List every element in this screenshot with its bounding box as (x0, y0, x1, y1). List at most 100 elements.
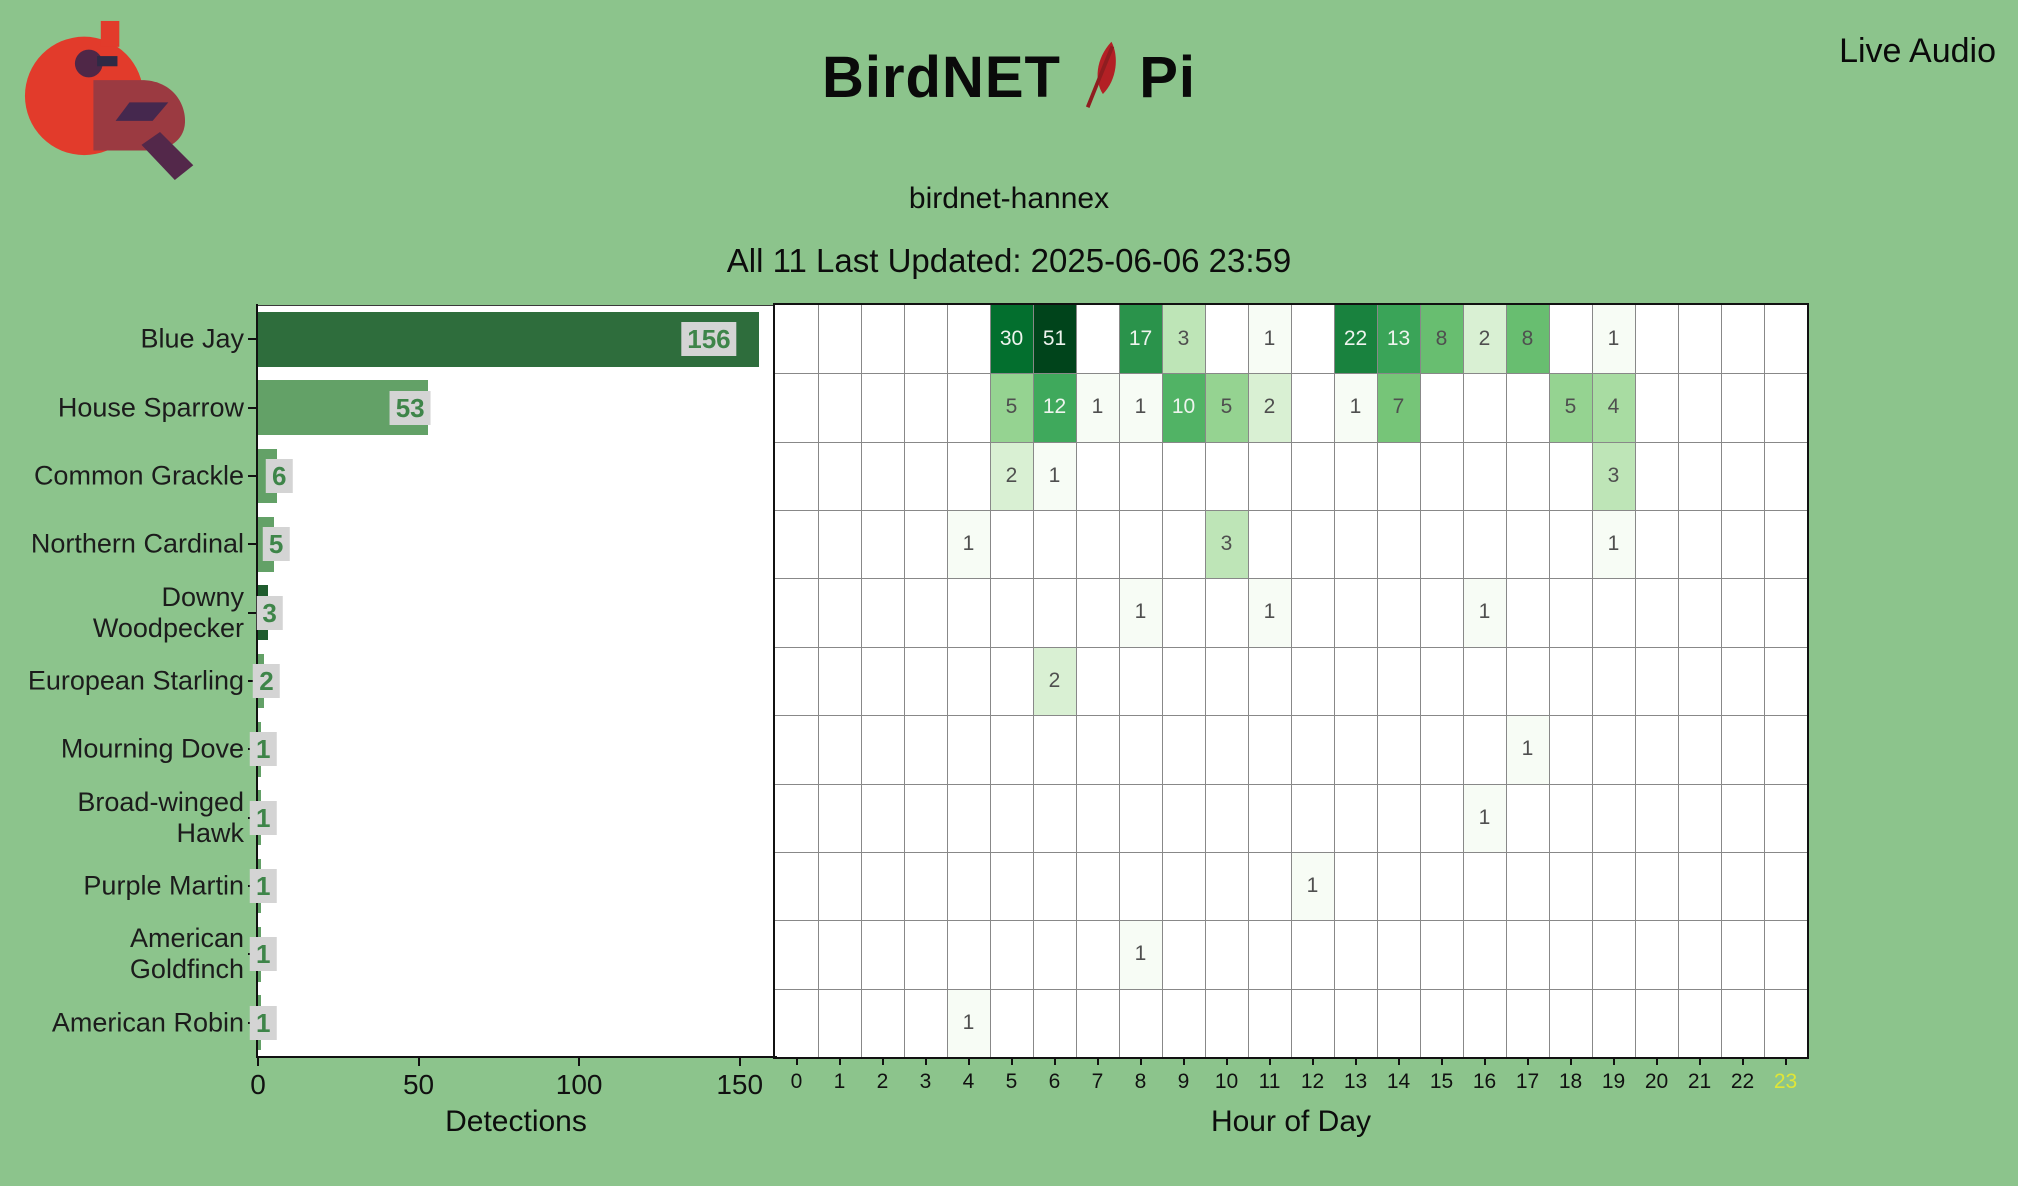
hour-tick-label: 9 (1177, 1070, 1190, 1093)
bar-chart-x-axis-line (256, 1056, 777, 1058)
heatmap-grid-line (1463, 305, 1464, 1057)
heatmap-cell: 1 (1334, 373, 1377, 442)
heatmap-cell: 3 (1162, 305, 1205, 374)
detections-bar (258, 311, 759, 367)
species-axis-label: Downy Woodpecker (92, 581, 244, 643)
hour-tick-label: 13 (1343, 1070, 1368, 1093)
red-feather-icon (1086, 41, 1116, 108)
heatmap-grid-line (1291, 305, 1292, 1057)
bar-value-badge: 5 (262, 527, 290, 562)
heatmap-cell: 12 (1033, 373, 1076, 442)
x-axis-tick (738, 1057, 741, 1066)
heatmap-grid-line (1076, 305, 1077, 1057)
heatmap-cell: 1 (1248, 305, 1291, 374)
heatmap-cell: 1 (1248, 578, 1291, 647)
heatmap-cell: 1 (1592, 510, 1635, 579)
hour-axis-tick (1312, 1057, 1314, 1065)
hour-axis-tick (1398, 1057, 1400, 1065)
title-birdnet: BirdNET (821, 44, 1061, 110)
hour-axis-tick (796, 1057, 798, 1065)
heatmap-cell: 3 (1205, 510, 1248, 579)
heatmap-grid-line (775, 578, 1807, 580)
y-axis-tick (248, 611, 257, 614)
species-axis-label: Northern Cardinal (30, 528, 244, 559)
hour-tick-label: 11 (1258, 1070, 1281, 1093)
heatmap-cell: 1 (1506, 715, 1549, 784)
bar-value-badge: 1 (249, 800, 277, 835)
heatmap-cell: 22 (1334, 305, 1377, 374)
hour-tick-label: 1 (833, 1070, 846, 1093)
heatmap-cell: 1 (1119, 578, 1162, 647)
title-pi: Pi (1139, 44, 1197, 110)
bar-value-badge: 53 (389, 390, 431, 425)
heatmap-grid-line (1420, 305, 1421, 1057)
x-axis-tick (578, 1057, 581, 1066)
species-axis-label: Blue Jay (140, 323, 244, 354)
hour-tick-label: 19 (1601, 1070, 1626, 1093)
hour-tick-label: 6 (1048, 1070, 1061, 1093)
logo-wing (115, 102, 169, 121)
heatmap-grid-line (775, 920, 1807, 922)
bar-value-badge: 3 (256, 595, 283, 630)
hour-tick-label: 17 (1515, 1070, 1540, 1093)
heatmap-cell: 2 (1248, 373, 1291, 442)
heatmap-grid-line (1678, 305, 1679, 1057)
heatmap-xaxis-title: Hour of Day (1210, 1105, 1372, 1138)
bar-value-badge: 1 (249, 1005, 277, 1040)
heatmap-grid-line (818, 305, 819, 1057)
heatmap-cell: 1 (1119, 373, 1162, 442)
heatmap-cell: 5 (1549, 373, 1592, 442)
hour-tick-label: 15 (1429, 1070, 1454, 1093)
bar-value-badge: 1 (249, 937, 277, 972)
heatmap-cell: 17 (1119, 305, 1162, 374)
hour-axis-tick (1011, 1057, 1013, 1065)
hour-axis-tick (1656, 1057, 1658, 1065)
station-name: birdnet-hannex (908, 182, 1110, 215)
hour-axis-tick (1140, 1057, 1142, 1065)
heatmap-cell: 2 (1033, 646, 1076, 716)
heatmap-cell: 10 (1162, 373, 1205, 442)
y-axis-tick (248, 680, 257, 682)
heatmap-grid-line (775, 783, 1807, 785)
logo-tail (141, 131, 194, 181)
heatmap-grid-line (1033, 305, 1034, 1057)
hour-tick-label: 0 (790, 1070, 803, 1093)
y-axis-tick (248, 474, 257, 477)
hour-axis-tick (968, 1057, 970, 1065)
hour-axis-tick (839, 1057, 841, 1065)
heatmap-grid-line (1506, 305, 1507, 1057)
hour-tick-label: 4 (962, 1070, 975, 1093)
x-tick-label: 0 (250, 1069, 266, 1100)
hour-axis-tick (1441, 1057, 1443, 1065)
heatmap-cell: 5 (1205, 373, 1248, 442)
heatmap-grid-line (1592, 305, 1593, 1057)
species-axis-label: Broad-winged Hawk (77, 786, 244, 848)
hour-tick-label: 16 (1472, 1070, 1497, 1093)
heatmap-cell: 1 (1033, 441, 1076, 511)
y-axis-tick (248, 543, 257, 546)
heatmap-grid-line (1334, 305, 1335, 1057)
species-axis-label: American Goldfinch (129, 923, 244, 985)
species-axis-label: Mourning Dove (60, 733, 244, 764)
heatmap-grid-line (775, 715, 1807, 717)
cardinal-logo[interactable] (12, 8, 197, 193)
live-audio-link[interactable]: Live Audio (1839, 32, 1996, 70)
heatmap-cell: 5 (990, 373, 1033, 442)
heatmap-cell: 7 (1377, 373, 1420, 442)
heatmap-grid-line (775, 988, 1807, 990)
heatmap-cell: 2 (1463, 305, 1506, 374)
species-axis-label: Common Grackle (33, 460, 244, 491)
heatmap-cell: 1 (947, 988, 990, 1057)
heatmap-grid-line (1162, 305, 1163, 1057)
heatmap-cell: 30 (990, 305, 1033, 374)
hour-tick-label: 3 (919, 1070, 932, 1093)
hour-axis-tick (882, 1057, 884, 1065)
x-axis-tick (257, 1057, 259, 1066)
hour-tick-label: 22 (1730, 1070, 1755, 1093)
heatmap-cell: 4 (1592, 373, 1635, 442)
hour-axis-tick (1570, 1057, 1572, 1065)
hour-axis-tick (1226, 1057, 1228, 1065)
heatmap-grid-line (1549, 305, 1550, 1057)
